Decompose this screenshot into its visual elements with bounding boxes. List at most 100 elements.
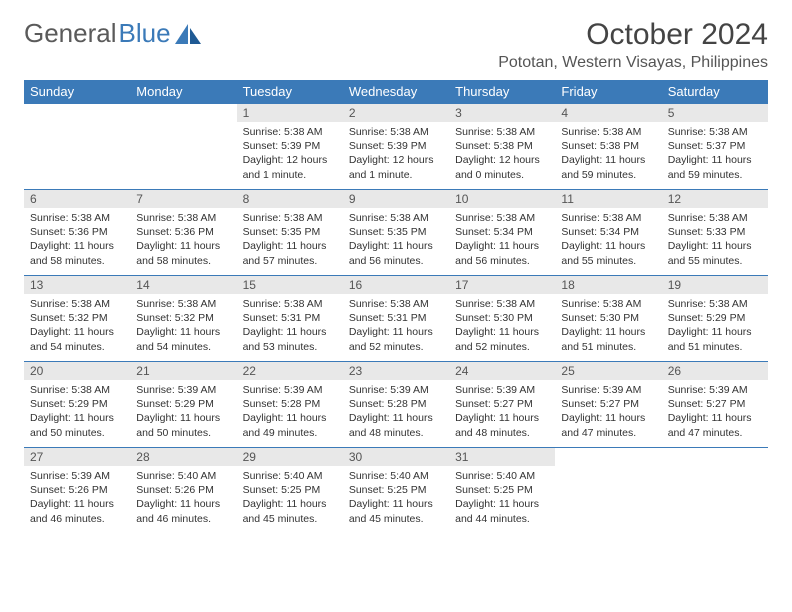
calendar-cell: 1Sunrise: 5:38 AMSunset: 5:39 PMDaylight… [237, 104, 343, 190]
day-details: Sunrise: 5:38 AMSunset: 5:38 PMDaylight:… [555, 122, 661, 186]
calendar-body: ....1Sunrise: 5:38 AMSunset: 5:39 PMDayl… [24, 104, 768, 534]
day-details: Sunrise: 5:38 AMSunset: 5:30 PMDaylight:… [449, 294, 555, 358]
day-details: Sunrise: 5:39 AMSunset: 5:28 PMDaylight:… [343, 380, 449, 444]
day-number: 17 [449, 276, 555, 294]
calendar-cell: 26Sunrise: 5:39 AMSunset: 5:27 PMDayligh… [662, 362, 768, 448]
calendar-cell: 2Sunrise: 5:38 AMSunset: 5:39 PMDaylight… [343, 104, 449, 190]
calendar-cell: 19Sunrise: 5:38 AMSunset: 5:29 PMDayligh… [662, 276, 768, 362]
day-details: Sunrise: 5:38 AMSunset: 5:39 PMDaylight:… [343, 122, 449, 186]
day-number: 16 [343, 276, 449, 294]
day-header: Tuesday [237, 80, 343, 104]
day-number: 8 [237, 190, 343, 208]
day-number: 22 [237, 362, 343, 380]
day-number: 18 [555, 276, 661, 294]
day-details: Sunrise: 5:38 AMSunset: 5:32 PMDaylight:… [24, 294, 130, 358]
day-header: Saturday [662, 80, 768, 104]
calendar-cell: .. [555, 448, 661, 534]
calendar-cell: 5Sunrise: 5:38 AMSunset: 5:37 PMDaylight… [662, 104, 768, 190]
day-number: 6 [24, 190, 130, 208]
day-number: 25 [555, 362, 661, 380]
calendar-cell: .. [130, 104, 236, 190]
day-details: Sunrise: 5:39 AMSunset: 5:27 PMDaylight:… [449, 380, 555, 444]
calendar-cell: 14Sunrise: 5:38 AMSunset: 5:32 PMDayligh… [130, 276, 236, 362]
day-details: Sunrise: 5:39 AMSunset: 5:28 PMDaylight:… [237, 380, 343, 444]
day-number: 26 [662, 362, 768, 380]
calendar-row: 20Sunrise: 5:38 AMSunset: 5:29 PMDayligh… [24, 362, 768, 448]
header: GeneralBlue October 2024 Pototan, Wester… [24, 18, 768, 72]
day-number: 19 [662, 276, 768, 294]
day-number: 5 [662, 104, 768, 122]
day-header: Wednesday [343, 80, 449, 104]
day-details: Sunrise: 5:38 AMSunset: 5:29 PMDaylight:… [662, 294, 768, 358]
day-details: Sunrise: 5:40 AMSunset: 5:25 PMDaylight:… [237, 466, 343, 530]
day-number: 2 [343, 104, 449, 122]
day-details: Sunrise: 5:38 AMSunset: 5:34 PMDaylight:… [449, 208, 555, 272]
day-header: Monday [130, 80, 236, 104]
calendar-table: Sunday Monday Tuesday Wednesday Thursday… [24, 80, 768, 534]
calendar-cell: 8Sunrise: 5:38 AMSunset: 5:35 PMDaylight… [237, 190, 343, 276]
day-details: Sunrise: 5:38 AMSunset: 5:36 PMDaylight:… [24, 208, 130, 272]
calendar-cell: .. [662, 448, 768, 534]
calendar-cell: 31Sunrise: 5:40 AMSunset: 5:25 PMDayligh… [449, 448, 555, 534]
logo-text-2: Blue [119, 18, 171, 49]
day-number: 4 [555, 104, 661, 122]
day-number: 12 [662, 190, 768, 208]
day-details: Sunrise: 5:38 AMSunset: 5:31 PMDaylight:… [237, 294, 343, 358]
calendar-row: 27Sunrise: 5:39 AMSunset: 5:26 PMDayligh… [24, 448, 768, 534]
calendar-cell: 7Sunrise: 5:38 AMSunset: 5:36 PMDaylight… [130, 190, 236, 276]
calendar-row: ....1Sunrise: 5:38 AMSunset: 5:39 PMDayl… [24, 104, 768, 190]
day-header-row: Sunday Monday Tuesday Wednesday Thursday… [24, 80, 768, 104]
calendar-row: 6Sunrise: 5:38 AMSunset: 5:36 PMDaylight… [24, 190, 768, 276]
day-details: Sunrise: 5:40 AMSunset: 5:26 PMDaylight:… [130, 466, 236, 530]
day-number: 1 [237, 104, 343, 122]
calendar-cell: 22Sunrise: 5:39 AMSunset: 5:28 PMDayligh… [237, 362, 343, 448]
logo-text-1: General [24, 18, 117, 49]
day-number: 20 [24, 362, 130, 380]
day-number: 24 [449, 362, 555, 380]
day-details: Sunrise: 5:38 AMSunset: 5:37 PMDaylight:… [662, 122, 768, 186]
day-details: Sunrise: 5:38 AMSunset: 5:35 PMDaylight:… [237, 208, 343, 272]
calendar-cell: 18Sunrise: 5:38 AMSunset: 5:30 PMDayligh… [555, 276, 661, 362]
day-number: 9 [343, 190, 449, 208]
day-details: Sunrise: 5:38 AMSunset: 5:33 PMDaylight:… [662, 208, 768, 272]
day-details: Sunrise: 5:39 AMSunset: 5:27 PMDaylight:… [555, 380, 661, 444]
day-details: Sunrise: 5:38 AMSunset: 5:34 PMDaylight:… [555, 208, 661, 272]
calendar-cell: 29Sunrise: 5:40 AMSunset: 5:25 PMDayligh… [237, 448, 343, 534]
day-details: Sunrise: 5:39 AMSunset: 5:26 PMDaylight:… [24, 466, 130, 530]
day-details: Sunrise: 5:39 AMSunset: 5:29 PMDaylight:… [130, 380, 236, 444]
day-header: Friday [555, 80, 661, 104]
day-number: 21 [130, 362, 236, 380]
day-number: 31 [449, 448, 555, 466]
calendar-cell: 9Sunrise: 5:38 AMSunset: 5:35 PMDaylight… [343, 190, 449, 276]
calendar-cell: 25Sunrise: 5:39 AMSunset: 5:27 PMDayligh… [555, 362, 661, 448]
day-details: Sunrise: 5:38 AMSunset: 5:39 PMDaylight:… [237, 122, 343, 186]
calendar-cell: 13Sunrise: 5:38 AMSunset: 5:32 PMDayligh… [24, 276, 130, 362]
calendar-cell: 30Sunrise: 5:40 AMSunset: 5:25 PMDayligh… [343, 448, 449, 534]
day-number: 3 [449, 104, 555, 122]
day-number: 27 [24, 448, 130, 466]
calendar-cell: 12Sunrise: 5:38 AMSunset: 5:33 PMDayligh… [662, 190, 768, 276]
logo: GeneralBlue [24, 18, 201, 49]
calendar-cell: 11Sunrise: 5:38 AMSunset: 5:34 PMDayligh… [555, 190, 661, 276]
day-number: 14 [130, 276, 236, 294]
month-title: October 2024 [498, 18, 768, 52]
calendar-cell: 10Sunrise: 5:38 AMSunset: 5:34 PMDayligh… [449, 190, 555, 276]
calendar-cell: 4Sunrise: 5:38 AMSunset: 5:38 PMDaylight… [555, 104, 661, 190]
day-details: Sunrise: 5:38 AMSunset: 5:38 PMDaylight:… [449, 122, 555, 186]
day-details: Sunrise: 5:38 AMSunset: 5:35 PMDaylight:… [343, 208, 449, 272]
day-number: 23 [343, 362, 449, 380]
calendar-cell: 16Sunrise: 5:38 AMSunset: 5:31 PMDayligh… [343, 276, 449, 362]
day-header: Thursday [449, 80, 555, 104]
day-details: Sunrise: 5:38 AMSunset: 5:32 PMDaylight:… [130, 294, 236, 358]
calendar-cell: 28Sunrise: 5:40 AMSunset: 5:26 PMDayligh… [130, 448, 236, 534]
logo-sail-icon [175, 24, 201, 44]
day-details: Sunrise: 5:40 AMSunset: 5:25 PMDaylight:… [449, 466, 555, 530]
day-details: Sunrise: 5:39 AMSunset: 5:27 PMDaylight:… [662, 380, 768, 444]
title-block: October 2024 Pototan, Western Visayas, P… [498, 18, 768, 72]
day-number: 13 [24, 276, 130, 294]
day-details: Sunrise: 5:38 AMSunset: 5:29 PMDaylight:… [24, 380, 130, 444]
day-number: 29 [237, 448, 343, 466]
calendar-cell: 21Sunrise: 5:39 AMSunset: 5:29 PMDayligh… [130, 362, 236, 448]
calendar-cell: .. [24, 104, 130, 190]
day-details: Sunrise: 5:38 AMSunset: 5:31 PMDaylight:… [343, 294, 449, 358]
